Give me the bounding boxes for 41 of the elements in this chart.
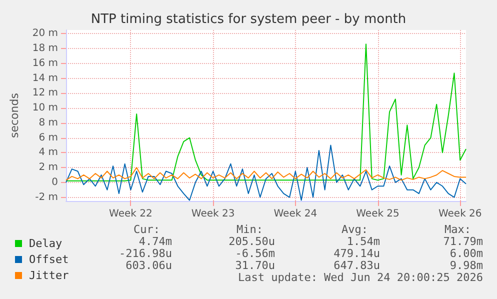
y-tick-label: 4 m	[38, 147, 58, 158]
legend-label: Jitter	[29, 269, 70, 282]
y-tick-label: 12 m	[32, 88, 58, 99]
text: Avg:	[342, 223, 368, 236]
y-tick-label: 14 m	[32, 72, 58, 84]
text: Last update: Wed Jun 24 20:00:25 2026	[238, 271, 484, 284]
text: Cur:	[134, 223, 160, 236]
line-series	[66, 167, 466, 181]
text: 205.50u	[228, 235, 275, 248]
y-tick-label: 6 m	[38, 132, 58, 144]
x-tick-label: Week 24	[274, 208, 318, 220]
text: 6.00m	[450, 247, 484, 260]
text: 603.06u	[126, 259, 172, 272]
y-axis-title: seconds	[8, 92, 21, 138]
y-tick-label: 10 m	[32, 102, 58, 114]
text: 1.54m	[346, 235, 380, 248]
text: Max:	[444, 223, 472, 236]
y-tick-label: 8 m	[38, 117, 58, 128]
x-tick-label: Week 26	[438, 208, 482, 220]
text: 71.79m	[443, 235, 484, 248]
text: 479.14u	[334, 247, 380, 260]
x-tick-label: Week 25	[356, 208, 400, 220]
text: -6.56m	[235, 247, 276, 260]
text: 31.70u	[235, 259, 276, 272]
x-tick-label: Week 22	[109, 208, 152, 220]
legend-label: Delay	[29, 237, 62, 250]
text: -216.98u	[119, 247, 172, 260]
text: 9.98m	[450, 259, 484, 272]
x-tick-label: Week 23	[191, 208, 235, 220]
y-tick-label: 0	[52, 176, 58, 188]
line-series	[66, 44, 466, 182]
text: 4.74m	[138, 235, 172, 248]
y-tick-label: 20 m	[32, 28, 58, 40]
text: 647.83u	[334, 259, 380, 272]
y-tick-label: 2 m	[38, 162, 58, 174]
y-tick-label: 18 m	[32, 43, 58, 54]
chart-title: NTP timing statistics for system peer - by month	[90, 12, 406, 27]
legend-label: Offset	[29, 253, 69, 266]
y-tick-label: 16 m	[32, 58, 58, 69]
y-tick-label: -2 m	[35, 192, 58, 203]
text: Min:	[236, 223, 264, 236]
